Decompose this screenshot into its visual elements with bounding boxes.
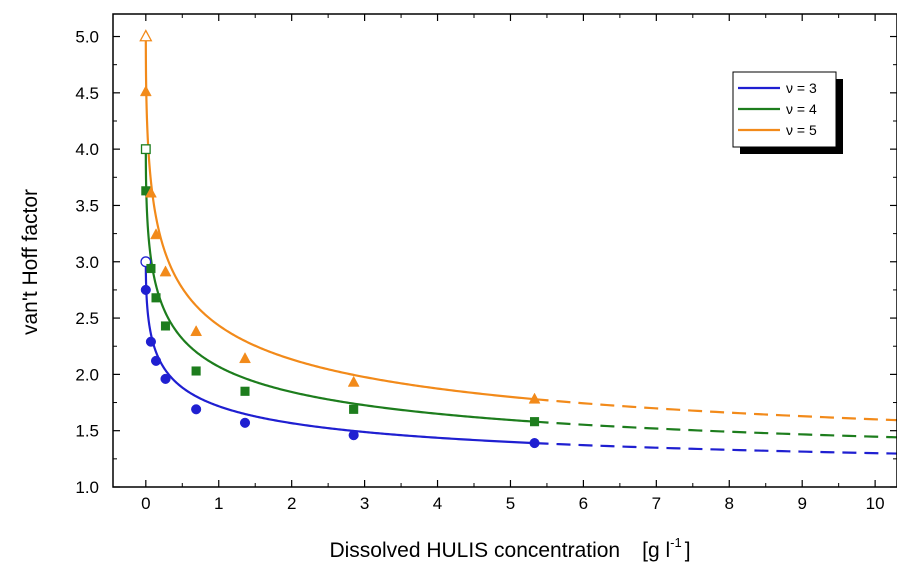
y-tick-label: 1.0 <box>75 478 99 497</box>
data-point-nu-4 <box>146 263 156 274</box>
data-point-nu-5 <box>347 375 360 387</box>
y-tick-label: 4.0 <box>75 140 99 159</box>
x-tick-label: 9 <box>797 494 806 513</box>
data-point-nu-5 <box>239 352 251 364</box>
plot-frame <box>112 13 897 488</box>
x-tick-label: 0 <box>141 494 150 513</box>
data-point-nu-3 <box>145 336 156 347</box>
y-tick-label: 2.5 <box>75 309 99 328</box>
data-point-nu-4 <box>240 386 250 396</box>
data-point-nu-3 <box>239 417 251 428</box>
x-tick-label: 10 <box>866 494 885 513</box>
extrapolation-curve-nu-5 <box>534 398 897 422</box>
legend-label: ν = 5 <box>786 122 817 138</box>
y-tick-label: 5.0 <box>75 28 99 47</box>
open-point-nu-4 <box>140 144 151 155</box>
y-axis-label: van't Hoff factor <box>19 189 42 335</box>
data-point-nu-3 <box>348 430 359 441</box>
x-tick-label: 2 <box>287 494 296 513</box>
fit-curve-nu-4 <box>144 149 535 423</box>
x-tick-label: 1 <box>214 494 223 513</box>
y-tick-label: 1.5 <box>75 422 99 441</box>
data-point-nu-3 <box>150 355 162 366</box>
data-point-nu-5 <box>190 325 203 337</box>
data-point-nu-5 <box>159 265 172 277</box>
y-tick-label: 3.0 <box>75 253 99 272</box>
data-point-nu-4 <box>349 404 359 414</box>
legend-label: ν = 3 <box>786 80 817 96</box>
data-point-nu-3 <box>140 284 151 295</box>
fit-curve-nu-5 <box>144 36 535 401</box>
extrapolation-curve-nu-4 <box>534 420 897 439</box>
data-point-nu-4 <box>151 293 161 303</box>
fit-curves <box>144 36 897 455</box>
extrapolation-curve-nu-3 <box>534 441 897 455</box>
x-tick-label: 8 <box>725 494 734 513</box>
y-tick-label: 4.5 <box>75 84 99 103</box>
fit-curve-nu-3 <box>144 261 535 445</box>
legend-label: ν = 4 <box>786 101 817 117</box>
legend: ν = 3 ν = 4 ν = 5 <box>732 71 843 154</box>
data-point-nu-5 <box>139 85 152 97</box>
x-tick-label: 5 <box>506 494 515 513</box>
data-point-nu-3 <box>529 438 540 449</box>
x-tick-label: 7 <box>652 494 661 513</box>
x-tick-label: 3 <box>360 494 369 513</box>
data-point-nu-4 <box>191 366 201 376</box>
open-point-nu-5 <box>139 29 153 42</box>
x-axis-ticks: 0 1 2 3 4 5 6 7 8 9 10 <box>141 14 885 513</box>
data-point-nu-5 <box>528 392 541 404</box>
data-point-nu-3 <box>191 404 202 415</box>
data-point-nu-5 <box>150 228 162 240</box>
x-tick-label: 6 <box>579 494 588 513</box>
y-tick-label: 3.5 <box>75 196 99 215</box>
x-tick-label: 4 <box>433 494 442 513</box>
data-point-nu-5 <box>145 186 157 198</box>
data-points <box>139 29 541 449</box>
data-point-nu-3 <box>160 373 171 384</box>
data-point-nu-4 <box>529 417 540 427</box>
y-axis-ticks: 1.0 1.5 2.0 2.5 3.0 3.5 4.0 4.5 5.0 <box>75 28 897 497</box>
data-point-nu-4 <box>160 321 171 331</box>
y-tick-label: 2.0 <box>75 365 99 384</box>
x-axis-label: Dissolved HULIS concentration [g l-1] <box>329 535 690 562</box>
